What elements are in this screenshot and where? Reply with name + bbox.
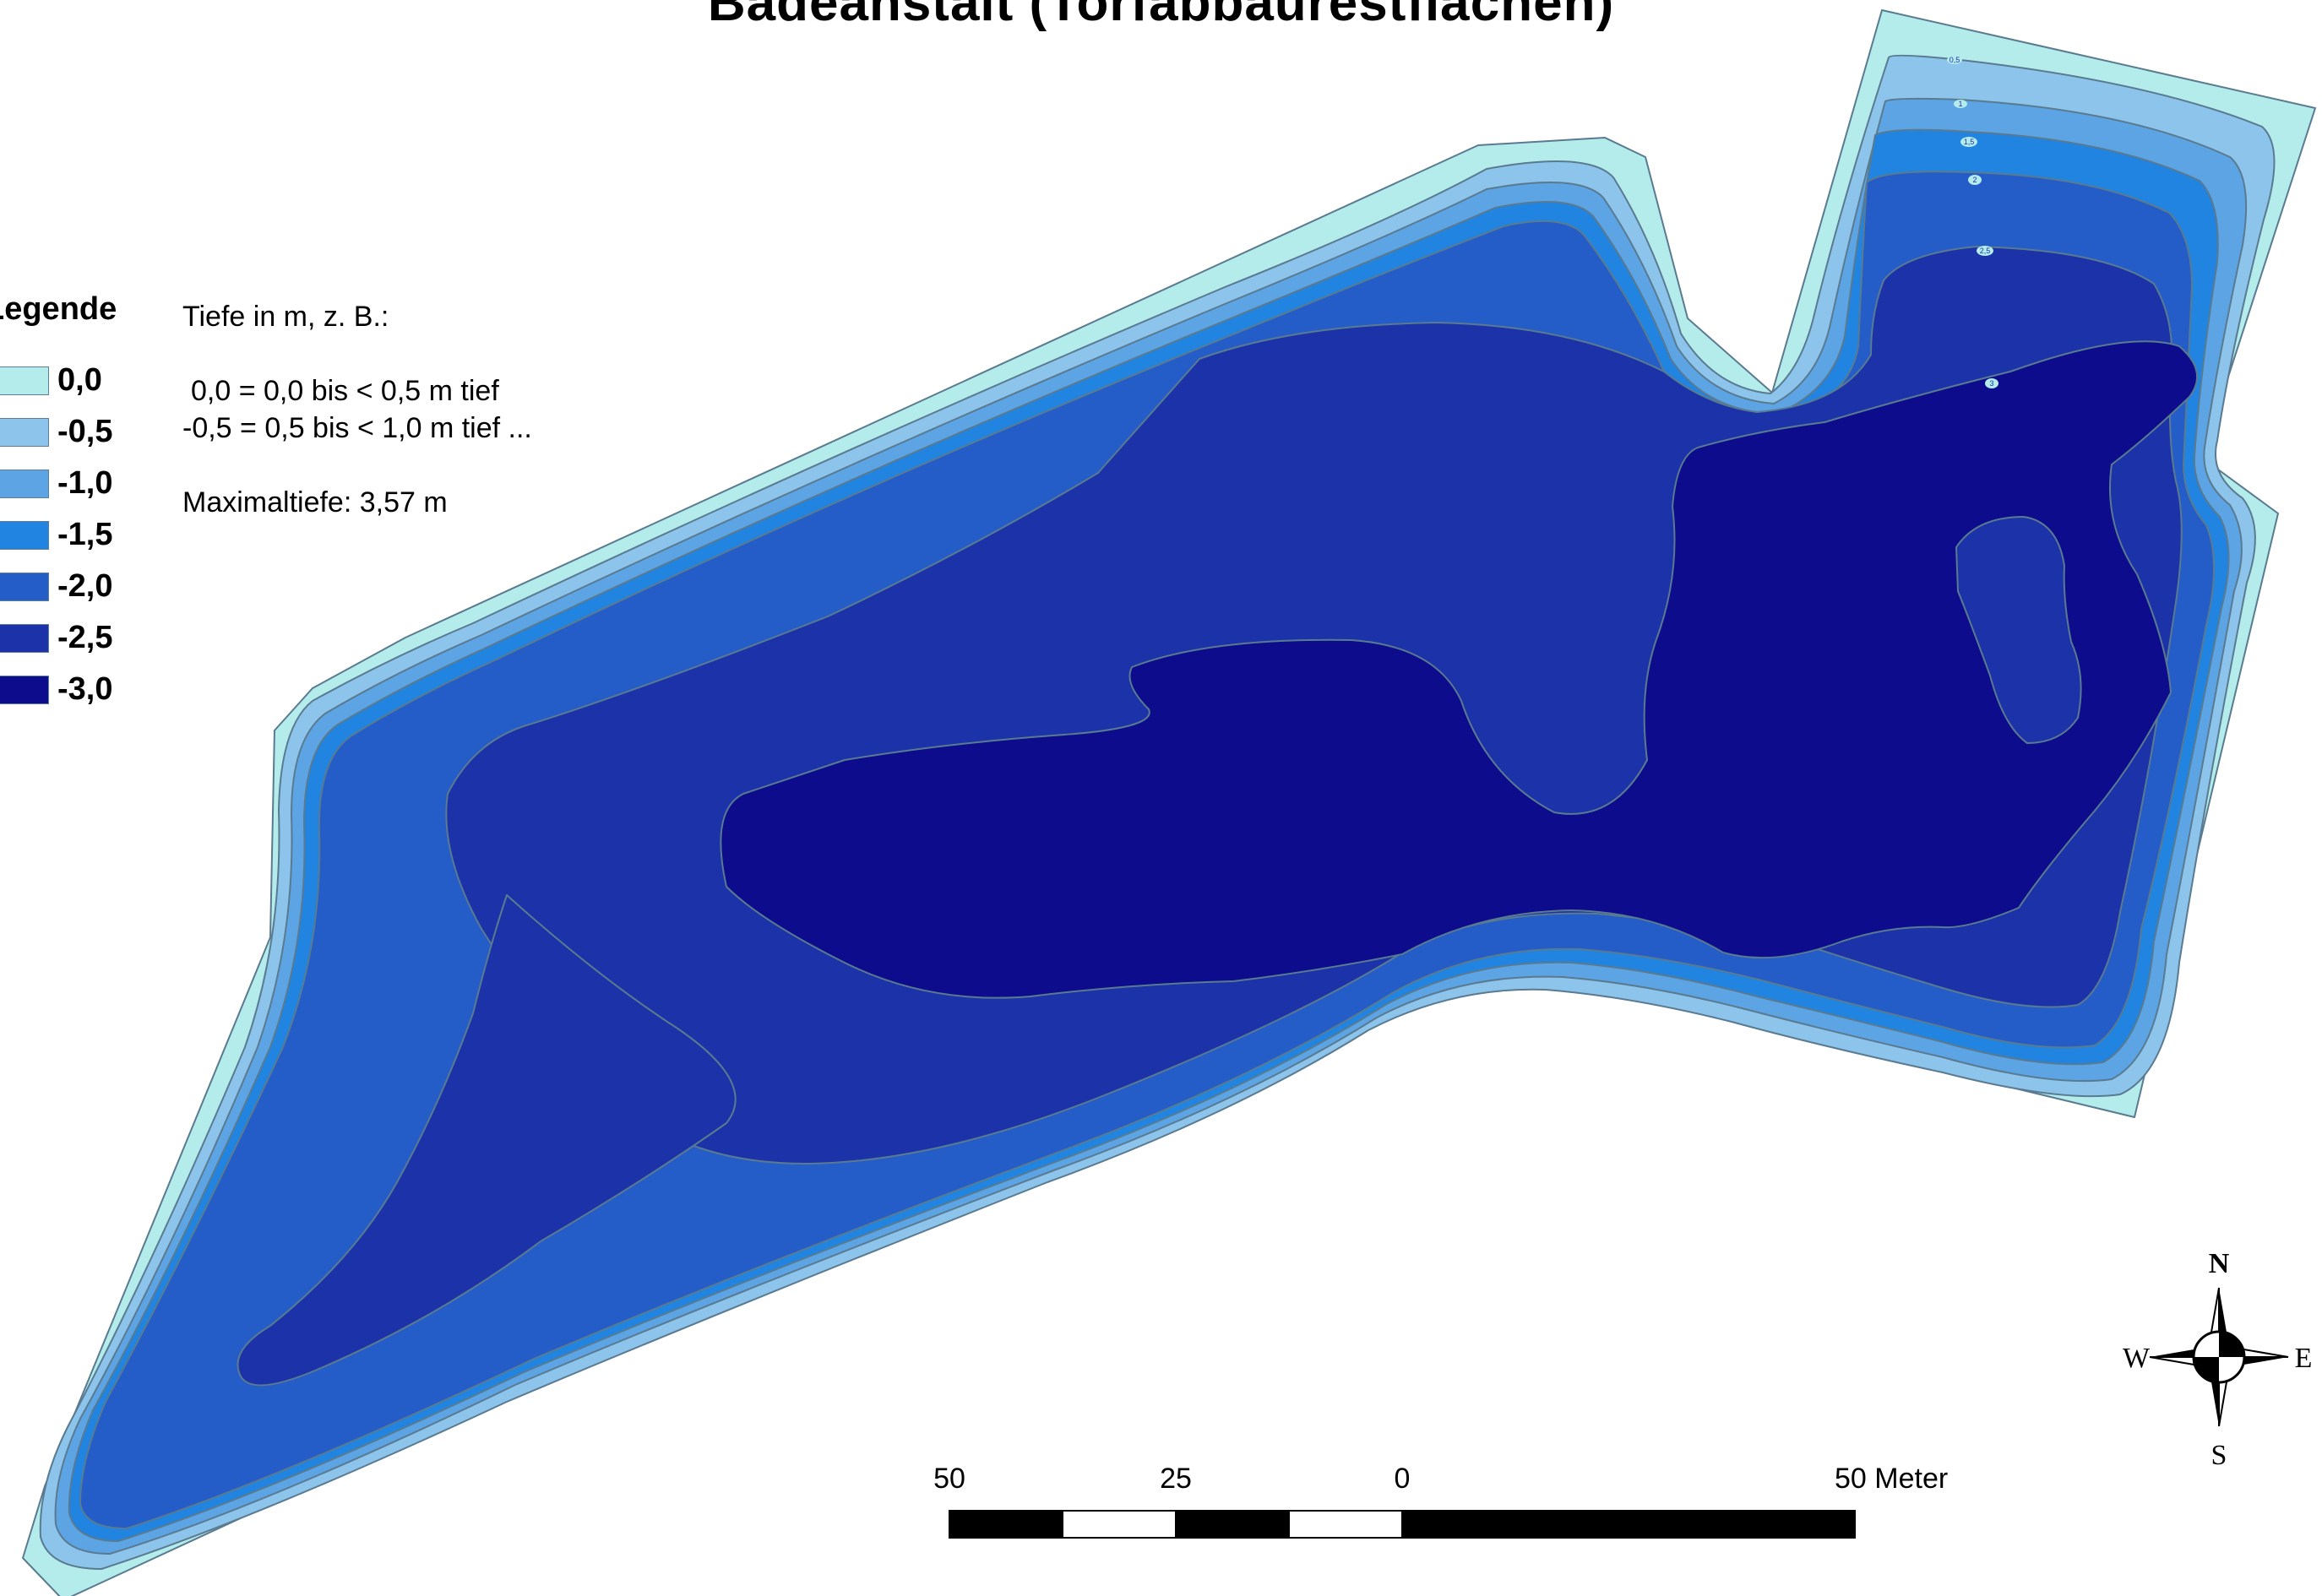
scale-label-0: 0 <box>1394 1463 1411 1495</box>
legend-item: -3,0 <box>0 664 112 715</box>
scale-bar-segment <box>1401 1510 1856 1539</box>
contour-label-0-5: 0,5 <box>1947 56 1962 64</box>
legend-item: -2,5 <box>0 612 112 664</box>
svg-text:0,5: 0,5 <box>1950 56 1960 64</box>
contour-label-1-5: 1,5 <box>1960 137 1977 147</box>
scale-label-25: 25 <box>1160 1463 1192 1495</box>
legend-label: 0,0 <box>57 362 102 398</box>
compass-n-label: N <box>2209 1248 2230 1279</box>
legend-swatch <box>0 366 49 395</box>
depth-zone-3-0 <box>720 340 2198 999</box>
map-title: Badeanstalt (Torfabbaurestflächen) <box>707 0 1615 32</box>
legend-title: Legende <box>0 291 117 327</box>
legend-item: 0,0 <box>0 355 112 406</box>
depth-info: Tiefe in m, z. B.: 0,0 = 0,0 bis < 0,5 m… <box>182 298 532 521</box>
legend-swatch <box>0 469 49 498</box>
legend-label: -1,5 <box>57 517 113 552</box>
contour-label-1: 1 <box>1954 100 1967 108</box>
svg-text:1,5: 1,5 <box>1964 138 1975 146</box>
info-example-1: 0,0 = 0,0 bis < 0,5 m tief <box>191 375 499 407</box>
compass-w-label: W <box>2123 1343 2151 1374</box>
info-max-depth: Maximaltiefe: 3,57 m <box>182 486 448 518</box>
legend-label: -2,0 <box>57 568 113 604</box>
contour-label-2-5: 2,5 <box>1977 246 1993 256</box>
depth-zone-2-5-island <box>1955 516 2082 744</box>
contour-label-3: 3 <box>1985 378 1998 388</box>
legend-swatch <box>0 520 49 550</box>
scale-bar-segment <box>1175 1510 1290 1539</box>
legend-item: -0,5 <box>0 406 112 458</box>
svg-text:3: 3 <box>1989 379 1993 388</box>
legend-item: -1,0 <box>0 458 112 509</box>
compass-e-label: E <box>2295 1343 2313 1374</box>
scale-label-50-left: 50 <box>933 1463 965 1495</box>
legend: 0,0 -0,5 -1,0 -1,5 -2,0 -2,5 -3,0 <box>0 355 112 715</box>
legend-item: -1,5 <box>0 509 112 561</box>
legend-label: -3,0 <box>57 671 113 707</box>
legend-swatch <box>0 417 49 447</box>
svg-text:2: 2 <box>1972 176 1977 184</box>
scale-bar-segment <box>1062 1510 1177 1539</box>
lake-depth-layers <box>22 9 2316 1596</box>
legend-swatch <box>0 572 49 601</box>
scale-label-50-meter: 50 Meter <box>1835 1463 1949 1495</box>
contour-labels: 0,5 1 1,5 2 2,5 3 <box>1947 56 1998 388</box>
depth-zone-2-5-west-lobe <box>237 894 737 1387</box>
scale-bar <box>949 1510 1856 1539</box>
compass-s-label: S <box>2211 1440 2227 1471</box>
legend-swatch <box>0 675 49 704</box>
legend-label: -2,5 <box>57 620 113 655</box>
svg-text:2,5: 2,5 <box>1980 247 1991 255</box>
scale-bar-segment <box>949 1510 1063 1539</box>
legend-label: -1,0 <box>57 465 113 501</box>
info-heading: Tiefe in m, z. B.: <box>182 301 389 333</box>
north-arrow-icon: N S E W <box>2123 1248 2312 1471</box>
legend-swatch <box>0 623 49 653</box>
contour-label-2: 2 <box>1968 175 1982 185</box>
legend-label: -0,5 <box>57 414 113 449</box>
scale-bar-segment <box>1288 1510 1403 1539</box>
legend-item: -2,0 <box>0 561 112 612</box>
svg-text:1: 1 <box>1958 100 1962 108</box>
info-example-2: -0,5 = 0,5 bis < 1,0 m tief ... <box>182 412 532 444</box>
